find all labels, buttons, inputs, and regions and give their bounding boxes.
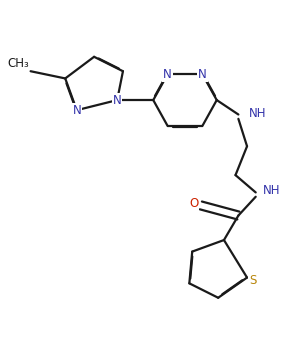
Text: N: N	[198, 68, 207, 80]
Text: S: S	[249, 274, 257, 287]
Text: N: N	[163, 68, 172, 80]
Text: NH: NH	[263, 184, 280, 198]
Text: N: N	[113, 94, 122, 106]
Text: NH: NH	[248, 106, 266, 120]
Text: N: N	[73, 104, 81, 117]
Text: O: O	[189, 198, 198, 210]
Text: CH₃: CH₃	[7, 57, 29, 70]
